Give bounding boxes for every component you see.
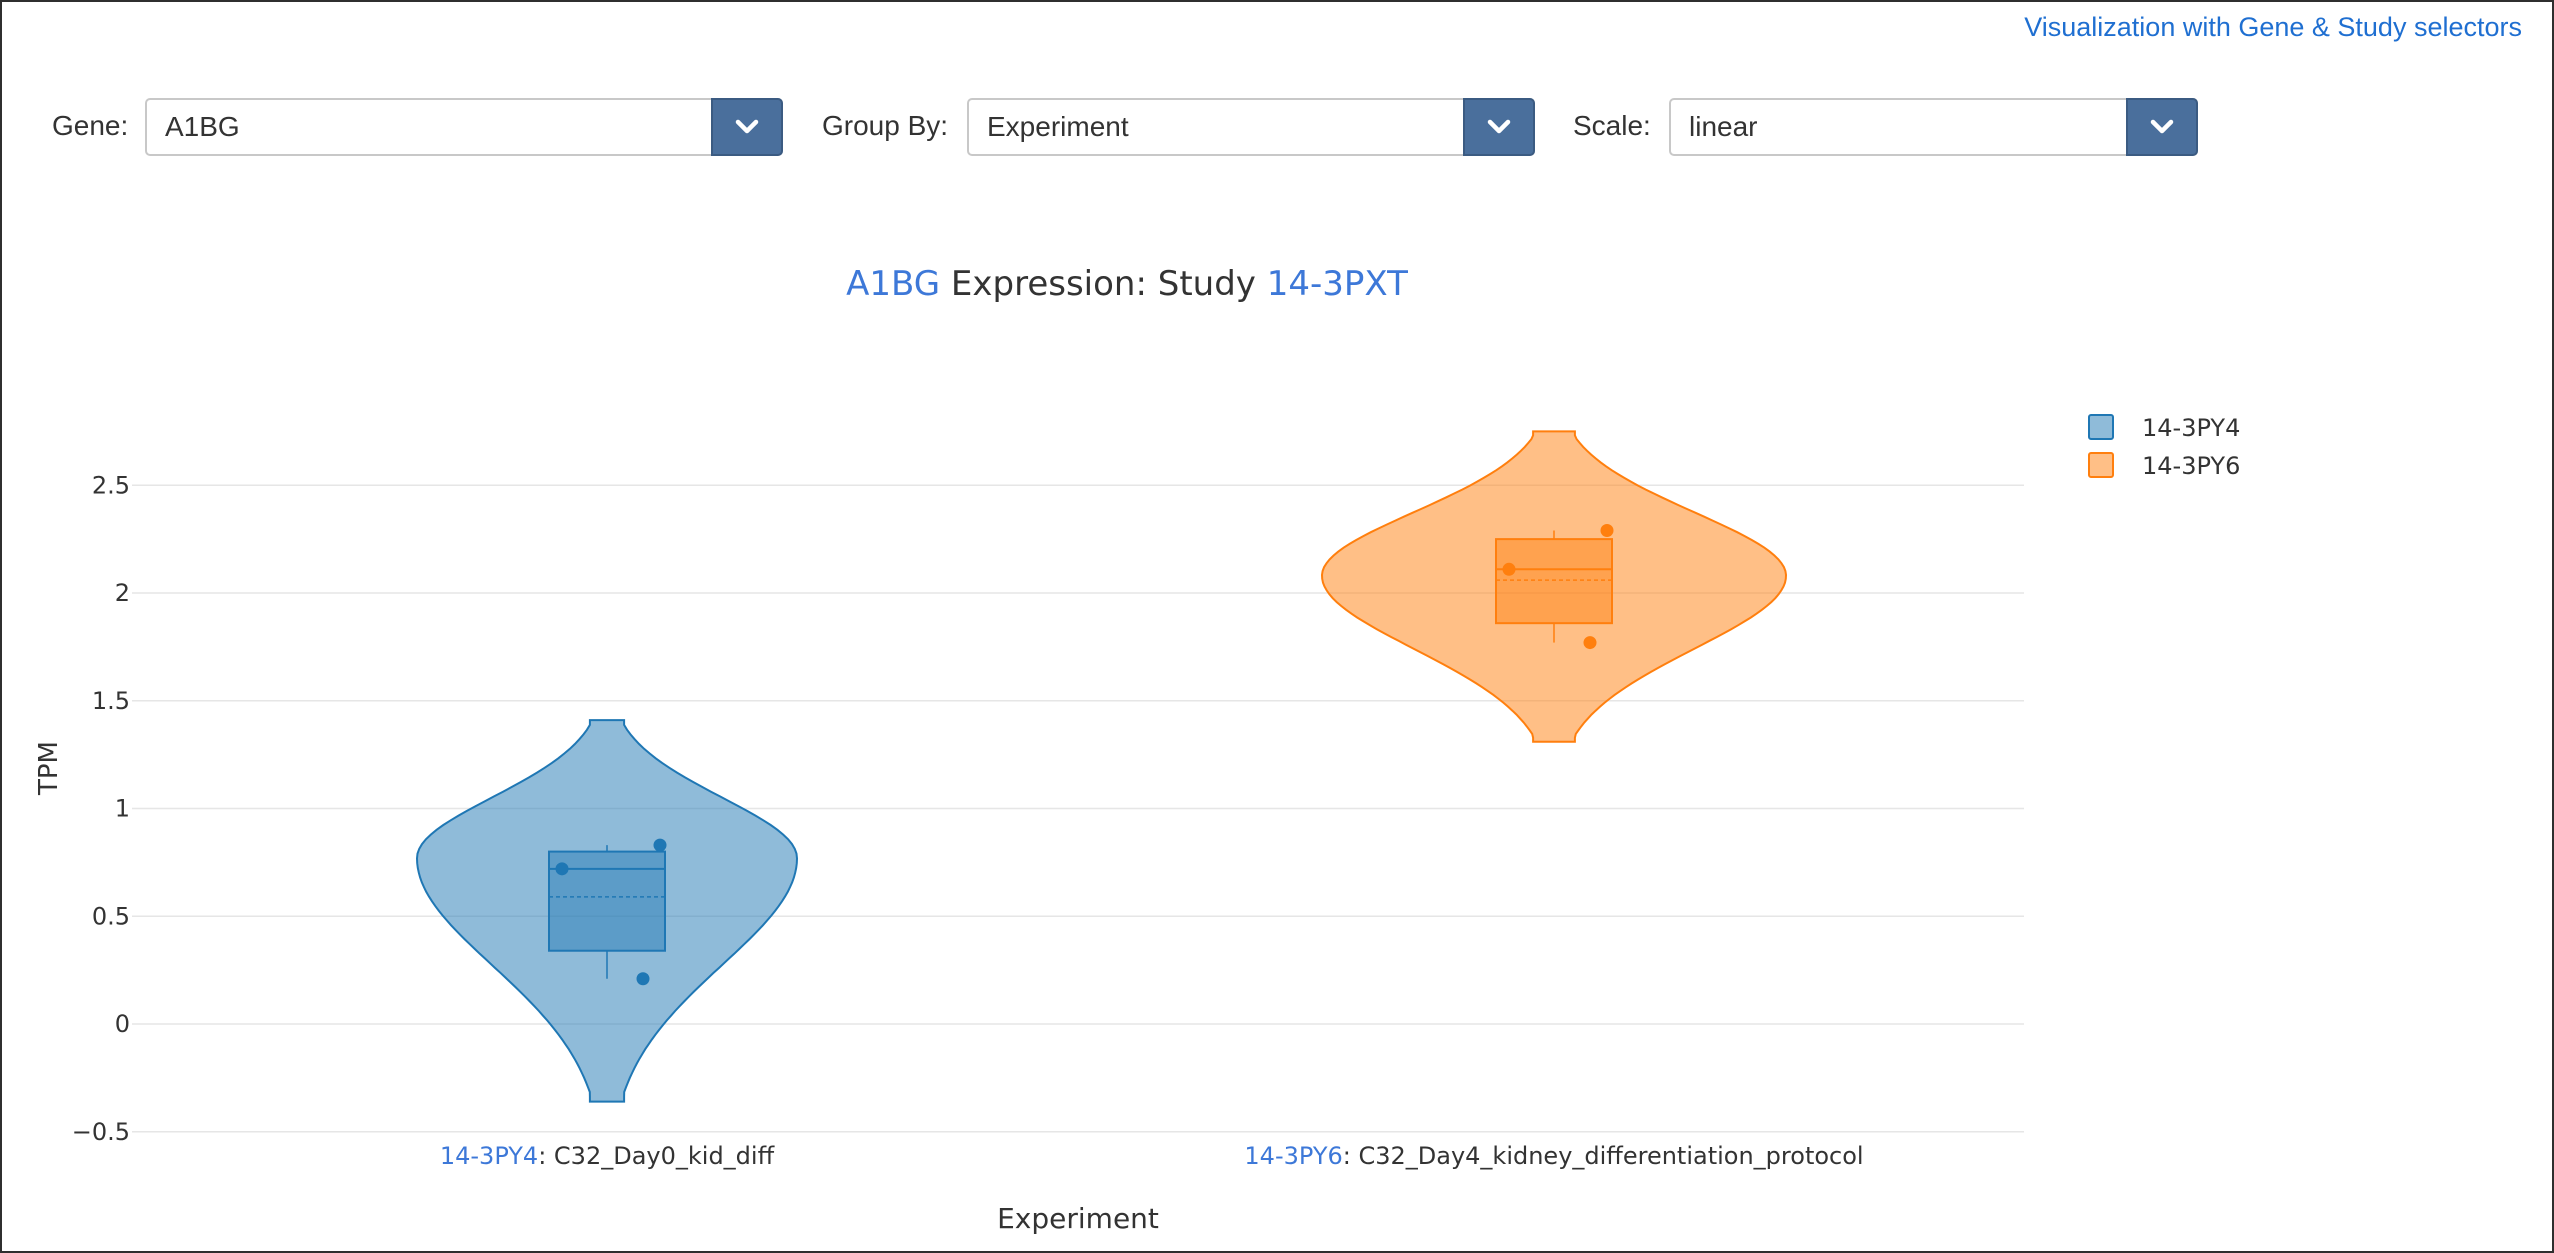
x-category-label: 14-3PY6: C32_Day4_kidney_differentiation…	[1244, 1142, 1863, 1170]
violin-body	[1320, 430, 1788, 743]
y-tick-label: −0.5	[72, 1118, 130, 1146]
legend-swatch	[2088, 452, 2114, 478]
group-by-select-value: Experiment	[987, 111, 1129, 142]
y-tick-label: 0	[115, 1010, 130, 1038]
violin-14-3PY4	[415, 719, 799, 1103]
gene-label: Gene:	[52, 110, 129, 141]
chart-title-gene[interactable]: A1BG	[846, 264, 941, 304]
group-by-dropdown-button[interactable]	[1463, 98, 1535, 156]
chevron-down-icon	[735, 119, 759, 134]
chart-title-study[interactable]: 14-3PXT	[1266, 264, 1408, 304]
group-by-label: Group By:	[822, 110, 949, 141]
y-tick-label: 1.5	[92, 687, 130, 715]
x-category-label: 14-3PY4: C32_Day0_kid_diff	[440, 1142, 775, 1170]
legend-item[interactable]: 14-3PY6	[2088, 452, 2240, 480]
violin-body	[415, 719, 799, 1103]
y-axis-label: TPM	[34, 741, 64, 796]
y-tick-label: 0.5	[92, 902, 130, 930]
y-tick-label: 2.5	[92, 471, 130, 499]
legend-item[interactable]: 14-3PY4	[2088, 414, 2240, 442]
x-category-id[interactable]: 14-3PY4	[440, 1142, 538, 1170]
y-tick-label: 1	[115, 795, 130, 823]
legend-swatch	[2088, 414, 2114, 440]
y-tick-labels: −0.5 0 0.5 1 1.5 2 2.5	[72, 471, 130, 1146]
data-point	[636, 972, 650, 986]
x-category-labels: 14-3PY4: C32_Day0_kid_diff 14-3PY6: C32_D…	[440, 1142, 1864, 1170]
y-tick-label: 2	[115, 579, 130, 607]
scale-select-value: linear	[1689, 111, 1758, 142]
x-axis-label: Experiment	[997, 1202, 1159, 1235]
scale-dropdown-button[interactable]	[2126, 98, 2198, 156]
legend: 14-3PY4 14-3PY6	[2088, 414, 2240, 480]
chevron-down-icon	[1487, 119, 1511, 134]
chart-title-middle: Expression: Study	[940, 264, 1267, 304]
x-category-id[interactable]: 14-3PY6	[1244, 1142, 1342, 1170]
controls-bar: Gene: A1BG Group By: Experiment Scale: l…	[2, 98, 2552, 160]
data-point	[555, 862, 569, 876]
gene-select-value: A1BG	[165, 111, 240, 142]
data-point	[1600, 524, 1614, 538]
violin-14-3PY6	[1320, 430, 1788, 743]
scale-select[interactable]: linear	[1669, 98, 2198, 156]
data-point	[1583, 636, 1597, 650]
chevron-down-icon	[2150, 119, 2174, 134]
legend-label: 14-3PY6	[2142, 452, 2240, 480]
violins	[415, 430, 1788, 1103]
legend-label: 14-3PY4	[2142, 414, 2240, 442]
x-category-name: : C32_Day0_kid_diff	[538, 1142, 774, 1170]
gene-select[interactable]: A1BG	[145, 98, 783, 156]
gene-dropdown-button[interactable]	[711, 98, 783, 156]
box	[1495, 538, 1613, 625]
visualization-link[interactable]: Visualization with Gene & Study selector…	[2024, 12, 2522, 42]
group-by-select[interactable]: Experiment	[967, 98, 1535, 156]
data-point	[1502, 562, 1516, 576]
data-point	[653, 838, 667, 852]
chart-title: A1BG Expression: Study 14-3PXT	[2, 264, 2252, 304]
scale-label: Scale:	[1573, 110, 1651, 141]
x-category-name: : C32_Day4_kidney_differentiation_protoc…	[1343, 1142, 1864, 1170]
